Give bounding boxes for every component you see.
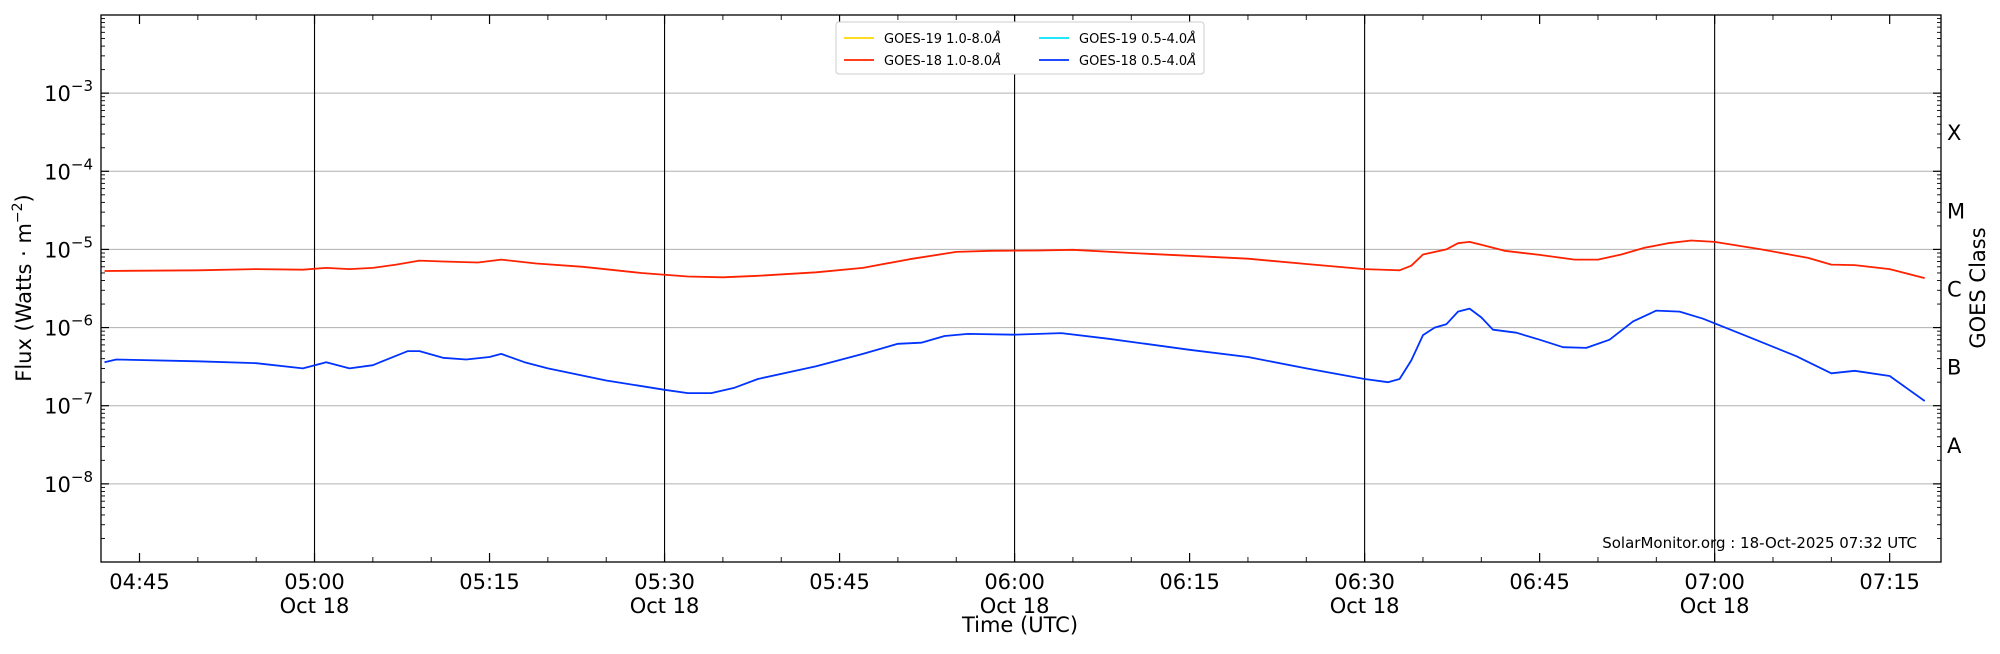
y-tick-exponent: −5 — [71, 233, 93, 251]
y-tick-label: 10−3 — [44, 77, 93, 106]
vertical-lines-layer — [313, 15, 1716, 562]
x-tick-date-label: Oct 18 — [1330, 594, 1400, 618]
legend-entry-label: GOES-18 0.5-4.0Å — [1079, 53, 1196, 69]
y-tick-exponent: −8 — [71, 468, 93, 486]
legend-entry-name: GOES-18 0.5-4.0 — [1079, 54, 1187, 69]
legend-entry-unit: Å — [1186, 53, 1196, 69]
y-axis-title-suffix: ) — [12, 194, 36, 202]
legend-entry-unit: Å — [991, 53, 1001, 69]
legend-entry-label: GOES-19 1.0-8.0Å — [884, 31, 1001, 47]
plot-frame — [100, 14, 1942, 563]
legend-entry-name: GOES-18 1.0-8.0 — [884, 54, 992, 69]
goes-class-label: B — [1947, 356, 1961, 380]
series-line — [104, 239, 1925, 279]
x-tick-label: 05:45 — [809, 570, 870, 594]
legend-box — [835, 21, 1205, 75]
y-tick-base: 10 — [44, 82, 71, 106]
x-tick-date-label: Oct 18 — [630, 594, 700, 618]
y-tick-exponent: −7 — [71, 390, 93, 408]
x-tick-label: 06:30 — [1334, 570, 1395, 594]
x-axis-title: Time (UTC) — [961, 613, 1078, 637]
y-tick-base: 10 — [44, 238, 71, 262]
series-line — [104, 307, 1926, 402]
legend-entry-unit: Å — [1186, 31, 1196, 47]
y-tick-label: 10−6 — [44, 312, 93, 341]
y-tick-exponent: −3 — [71, 77, 93, 95]
y-tick-exponent: −4 — [71, 155, 93, 173]
goes-class-label: A — [1947, 434, 1962, 458]
y-tick-base: 10 — [44, 317, 71, 341]
legend-entry-unit: Å — [991, 31, 1001, 47]
x-tick-date-label: Oct 18 — [1680, 594, 1750, 618]
series-layer — [104, 239, 1926, 402]
legend-entry-label: GOES-19 0.5-4.0Å — [1079, 31, 1196, 47]
goes-class-label: C — [1947, 278, 1962, 302]
x-tick-date-label: Oct 18 — [280, 594, 350, 618]
x-tick-label: 07:15 — [1859, 570, 1920, 594]
grid-layer — [101, 92, 1941, 485]
x-tick-date-label: Oct 18 — [980, 594, 1050, 618]
y-tick-label: 10−5 — [44, 233, 93, 262]
credit-annotation: SolarMonitor.org : 18-Oct-2025 07:32 UTC — [1602, 534, 1917, 552]
legend-entry-label: GOES-18 1.0-8.0Å — [884, 53, 1001, 69]
y-tick-label: 10−7 — [44, 390, 93, 419]
y-axis-title-main: Flux (Watts · m — [12, 223, 36, 382]
y-tick-exponent: −6 — [71, 312, 93, 330]
goes-class-label: M — [1947, 199, 1965, 223]
x-tick-label: 06:00 — [984, 570, 1045, 594]
y2-axis-title: GOES Class — [1966, 227, 1990, 348]
legend-entry-name: GOES-19 1.0-8.0 — [884, 32, 992, 47]
y-tick-label: 10−4 — [44, 155, 93, 184]
x-tick-label: 05:30 — [634, 570, 695, 594]
legend-entry-name: GOES-19 0.5-4.0 — [1079, 32, 1187, 47]
x-tick-label: 05:00 — [284, 570, 345, 594]
x-tick-label: 07:00 — [1684, 570, 1745, 594]
x-tick-label: 05:15 — [459, 570, 520, 594]
y-axis-title: Flux (Watts · m−2) — [10, 194, 36, 382]
x-tick-label: 06:45 — [1509, 570, 1570, 594]
y-tick-base: 10 — [44, 160, 71, 184]
y-tick-base: 10 — [44, 473, 71, 497]
y-tick-label: 10−8 — [44, 468, 93, 497]
y-tick-base: 10 — [44, 395, 71, 419]
x-tick-label: 04:45 — [109, 570, 170, 594]
goes-class-label: X — [1947, 121, 1961, 145]
y-axis-title-exponent: −2 — [10, 202, 26, 223]
x-tick-label: 06:15 — [1159, 570, 1220, 594]
